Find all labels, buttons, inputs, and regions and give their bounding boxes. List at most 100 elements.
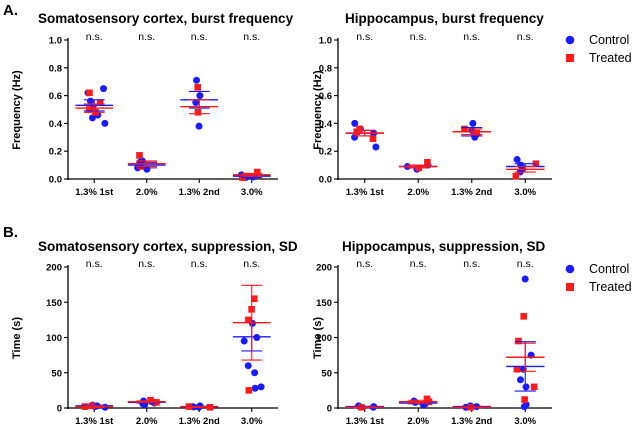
- significance-label: n.s.: [138, 258, 155, 270]
- legend-top: Control Treated: [565, 33, 632, 65]
- x-tick-label: 3.0%: [514, 187, 536, 198]
- data-point-treated: [353, 128, 361, 136]
- panel-label-b: B.: [3, 224, 18, 241]
- data-point-treated: [245, 387, 253, 394]
- legend-label-control: Control: [589, 262, 629, 276]
- data-point-treated: [532, 160, 540, 168]
- chart-title: Hippocampus, burst frequency: [345, 11, 544, 26]
- chart-title: Hippocampus, suppression, SD: [342, 239, 546, 254]
- data-point-control: [521, 275, 529, 283]
- significance-label: n.s.: [517, 258, 534, 270]
- x-tick-label: 1.3% 2nd: [451, 187, 492, 198]
- significance-label: n.s.: [243, 258, 260, 270]
- x-tick-label: 1.3% 1st: [75, 416, 114, 425]
- y-tick-label: 0.6: [49, 91, 62, 102]
- y-tick-label: 0.2: [319, 147, 332, 158]
- legend-bottom: Control Treated: [565, 262, 632, 294]
- y-tick-label: 0.6: [319, 91, 332, 102]
- significance-label: n.s.: [138, 31, 155, 43]
- y-tick-label: 1.0: [49, 36, 62, 47]
- data-point-treated: [369, 135, 377, 142]
- chart-title: Somatosensory cortex, burst frequency: [38, 11, 294, 26]
- legend-label-treated: Treated: [589, 51, 632, 65]
- legend-label-treated: Treated: [589, 280, 632, 294]
- chart-marks: 0.0 0.2 0.4 0.6 0.8 1.0 1.3% 1st n.s. 2.0% n.s. 1.…: [49, 31, 278, 198]
- data-point-treated: [86, 89, 93, 97]
- significance-label: n.s.: [86, 258, 103, 270]
- y-tick-label: 0.8: [49, 63, 62, 74]
- data-point-control: [469, 119, 477, 127]
- y-tick-label: 200: [316, 263, 332, 274]
- data-point-treated: [521, 396, 528, 403]
- y-axis-label: Time (s): [312, 317, 324, 359]
- data-point-treated: [96, 99, 104, 106]
- y-axis-label: Frequency (Hz): [11, 70, 23, 150]
- data-point-treated: [515, 337, 522, 345]
- chart-hippocampus-suppression: Hippocampus, suppression, SD Time (s): [312, 239, 546, 359]
- significance-label: n.s.: [356, 31, 373, 43]
- data-point-treated: [194, 108, 202, 116]
- y-axis-label: Frequency (Hz): [312, 70, 324, 150]
- chart-marks: 0 50 100 150 200 1.3% 1st n.s. 2.0% n.s. 1.3% 2nd…: [316, 258, 552, 425]
- data-point-treated: [251, 295, 258, 303]
- y-tick-label: 0.0: [49, 175, 62, 186]
- data-point-treated: [136, 152, 143, 159]
- data-point-treated: [194, 83, 202, 91]
- data-point-control: [244, 362, 252, 370]
- legend-label-control: Control: [589, 33, 629, 47]
- significance-label: n.s.: [410, 31, 427, 43]
- legend-marker-treated: [566, 54, 574, 62]
- chart-marks: 0 50 100 150 200 1.3% 1st n.s. 2.0% n.s. 1.3% 2nd…: [46, 258, 278, 425]
- data-point-control: [513, 156, 521, 164]
- significance-label: n.s.: [191, 258, 208, 270]
- data-point-control: [88, 114, 96, 122]
- significance-label: n.s.: [191, 31, 208, 43]
- data-point-control: [100, 85, 108, 93]
- panel-label-a: A.: [3, 2, 18, 19]
- significance-label: n.s.: [463, 31, 480, 43]
- y-tick-label: 200: [46, 263, 62, 274]
- chart-title: Somatosensory cortex, suppression, SD: [38, 239, 298, 254]
- chart-somatosensory-suppression: Somatosensory cortex, suppression, SD Ti…: [11, 239, 298, 359]
- y-tick-label: 0.4: [319, 119, 333, 130]
- y-tick-label: 50: [321, 368, 332, 379]
- x-tick-label: 2.0%: [136, 187, 158, 198]
- y-tick-label: 100: [316, 333, 332, 344]
- legend-marker-treated: [566, 283, 574, 291]
- legend-marker-control: [565, 264, 575, 274]
- y-tick-label: 0.8: [319, 63, 332, 74]
- x-tick-label: 3.0%: [241, 416, 263, 425]
- data-point-control: [240, 337, 248, 345]
- significance-label: n.s.: [243, 31, 260, 43]
- y-tick-label: 150: [46, 298, 62, 309]
- chart-somatosensory-burst: Somatosensory cortex, burst frequency Fr…: [11, 11, 294, 150]
- y-tick-label: 50: [51, 368, 62, 379]
- data-point-control: [101, 119, 109, 127]
- y-tick-label: 150: [316, 298, 332, 309]
- x-tick-label: 1.3% 1st: [346, 416, 385, 425]
- data-point-treated: [245, 316, 252, 324]
- x-tick-label: 1.3% 2nd: [179, 187, 220, 198]
- data-point-treated: [520, 313, 528, 320]
- data-point-control: [196, 92, 204, 100]
- y-tick-label: 100: [46, 333, 62, 344]
- y-tick-label: 0.0: [319, 175, 332, 186]
- data-point-control: [516, 376, 524, 384]
- data-point-control: [372, 143, 380, 151]
- legend-marker-control: [565, 35, 575, 45]
- significance-label: n.s.: [463, 258, 480, 270]
- x-tick-label: 1.3% 2nd: [451, 416, 492, 425]
- x-tick-label: 2.0%: [407, 187, 429, 198]
- y-tick-label: 0: [327, 404, 332, 415]
- chart-hippocampus-burst: Hippocampus, burst frequency Frequency (…: [312, 11, 544, 150]
- y-tick-label: 0: [57, 404, 62, 415]
- data-point-control: [251, 384, 259, 392]
- data-point-treated: [530, 383, 538, 391]
- y-tick-label: 0.4: [49, 119, 63, 130]
- x-tick-label: 1.3% 1st: [75, 187, 114, 198]
- data-point-control: [195, 122, 203, 130]
- significance-label: n.s.: [517, 31, 534, 43]
- significance-label: n.s.: [410, 258, 427, 270]
- data-point-control: [193, 76, 201, 84]
